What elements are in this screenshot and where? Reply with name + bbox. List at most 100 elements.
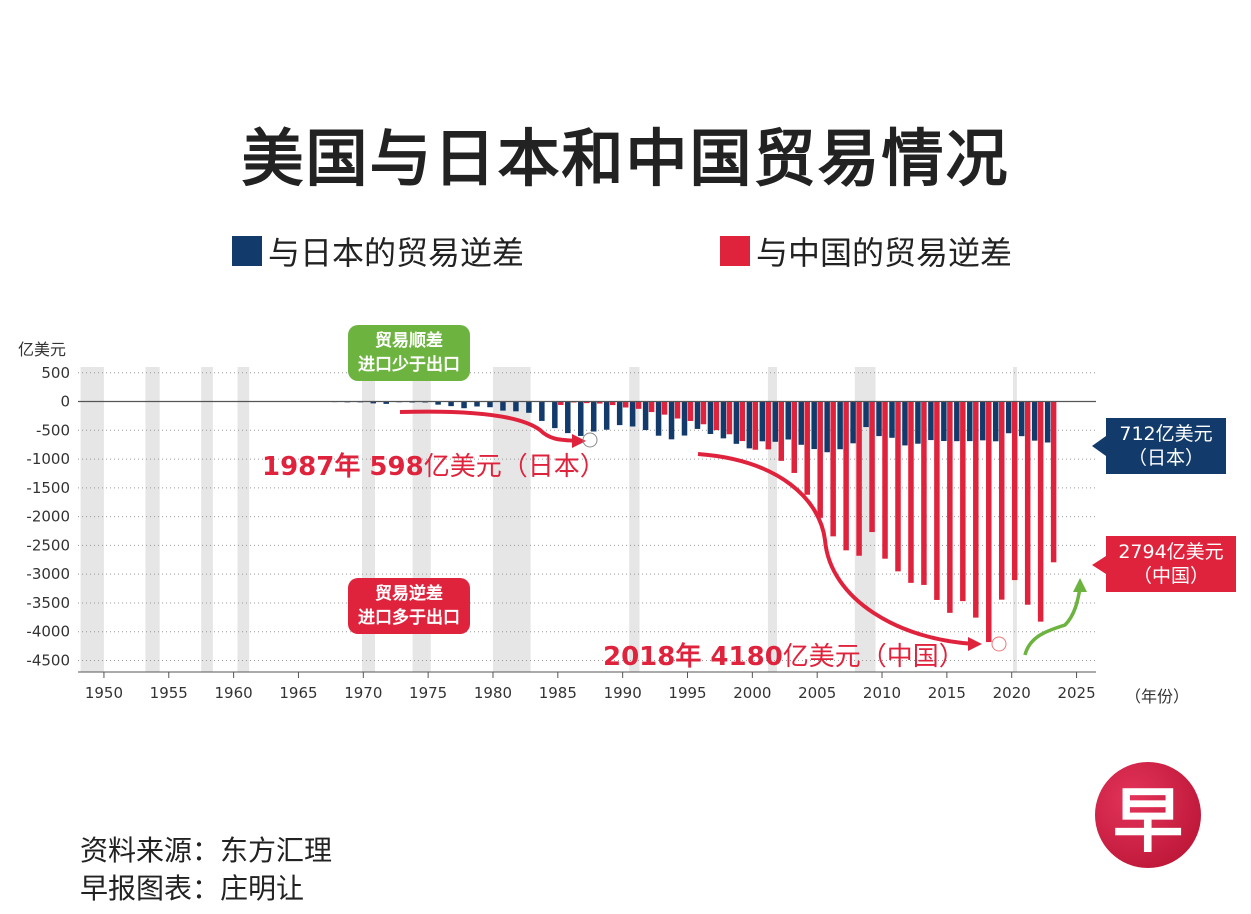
bar-japan [902,401,908,446]
bar-japan [552,401,558,429]
bar-china [934,401,940,600]
credit-text: 早报图表：庄明让 [80,872,305,905]
bar-japan [772,401,779,442]
bar-japan [448,401,454,407]
y-tick-label: -3000 [26,565,70,583]
y-tick-label: -3500 [26,594,70,612]
surplus-title: 贸易顺差 [375,331,443,351]
y-tick-label: -4500 [26,651,70,669]
bar-japan [668,401,675,440]
japan-latest-value: 712亿美元 [1119,423,1213,445]
bar-china [908,401,914,583]
bar-japan [941,401,947,442]
recession-band [492,367,531,672]
bar-china [739,401,746,442]
bar-china [584,401,590,404]
japan-peak-unit: 亿美元（日本） [423,452,606,482]
x-tick-label: 2025 [1057,684,1095,702]
recession-band [237,367,250,672]
bar-china [752,401,759,450]
deficit-desc: 进口多于出口 [358,608,460,628]
recession-band [201,367,213,672]
bar-china [1024,401,1031,605]
bar-china [661,401,668,415]
japan-callout-pointer [1092,436,1106,456]
japan-peak-marker [582,432,598,448]
bar-japan [863,401,869,428]
y-tick-label: -500 [36,421,70,439]
bar-china [947,401,953,613]
bar-china [635,401,642,409]
bar-japan [565,401,571,434]
recession-band [145,367,160,672]
x-tick-label: 2010 [863,684,901,702]
china-latest-name: （中国） [1132,565,1209,587]
bar-japan [616,401,623,426]
bar-japan [980,401,986,441]
page-title: 美国与日本和中国贸易情况 [241,122,1010,195]
y-tick-label: 500 [41,364,70,382]
bar-china [765,401,772,450]
bar-japan [837,401,843,450]
bar-japan [383,401,389,404]
japan-arrow [399,409,581,443]
bar-japan [681,401,688,436]
china-latest-callout: 2794亿美元 （中国） [1106,536,1236,592]
x-tick-label: 1955 [150,684,188,702]
rebound-arrow-head [1073,578,1087,592]
y-tick-label: 0 [60,393,70,411]
legend-china: 与中国的贸易逆差 [720,228,1012,274]
bar-china [609,401,616,406]
bar-japan [513,401,519,412]
bar-japan [655,401,662,436]
bar-japan [370,401,377,404]
bar-china [921,401,927,585]
y-tick-label: -2000 [26,508,70,526]
bar-china [960,401,966,602]
china-peak-unit: 亿美元（中国） [782,642,965,672]
x-tick-label: 1975 [409,684,447,702]
surplus-label-box: 贸易顺差进口少于出口 [348,325,470,381]
bar-china [986,401,992,643]
bar-japan [733,401,740,444]
x-tick-label: 2020 [993,684,1031,702]
bar-china [713,401,720,431]
deficit-label-box: 贸易逆差 进口多于出口 [348,578,470,634]
bar-japan [1005,401,1012,434]
bar-china [1011,401,1018,581]
x-tick-label: 1990 [604,684,642,702]
zaobao-logo: 早 [1095,762,1201,868]
china-peak-value: 2018年 4180 [603,642,783,672]
surplus-desc: 进口少于出口 [358,355,460,375]
bar-japan [694,401,701,429]
y-tick-label: -1000 [26,450,70,468]
x-tick-label: 1970 [344,684,382,702]
bar-japan [500,401,506,411]
bar-japan [707,401,714,434]
x-tick-label: 1960 [215,684,253,702]
bar-japan [642,401,649,431]
bar-japan [578,401,584,436]
bar-japan [992,401,999,442]
bar-china [1050,401,1057,563]
bar-japan [746,401,753,449]
bar-japan [967,401,973,442]
bar-china [843,401,849,551]
x-tick-label: 2005 [798,684,836,702]
bar-japan [435,401,441,405]
bar-china [687,401,694,421]
legend-japan: 与日本的贸易逆差 [232,228,524,274]
x-tick-label: 2015 [928,684,966,702]
bar-japan [759,401,766,442]
japan-latest-name: （日本） [1127,447,1204,469]
china-latest-value: 2794亿美元 [1118,541,1224,563]
bar-china [622,401,629,408]
bar-china [869,401,875,533]
bar-japan [876,401,882,437]
x-tick-label: 1965 [279,684,317,702]
bar-japan [889,401,895,438]
china-arrow [697,452,976,646]
x-tick-label: 1980 [474,684,512,702]
bar-china [558,401,564,405]
